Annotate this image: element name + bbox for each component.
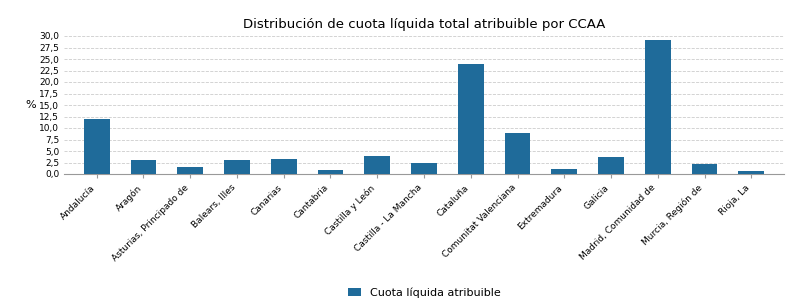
Bar <box>224 160 250 174</box>
Bar <box>364 156 390 174</box>
Legend: Cuota líquida atribuible: Cuota líquida atribuible <box>343 283 505 300</box>
Bar <box>411 163 437 174</box>
Bar <box>645 40 670 174</box>
Y-axis label: %: % <box>26 100 36 110</box>
Bar <box>84 119 110 174</box>
Bar <box>692 164 718 174</box>
Bar <box>178 167 203 174</box>
Bar <box>318 170 343 174</box>
Bar <box>551 169 577 174</box>
Bar <box>130 160 156 174</box>
Bar <box>271 159 297 174</box>
Title: Distribución de cuota líquida total atribuible por CCAA: Distribución de cuota líquida total atri… <box>243 18 605 31</box>
Bar <box>598 158 624 174</box>
Bar <box>458 64 484 174</box>
Bar <box>505 133 530 174</box>
Bar <box>738 171 764 174</box>
